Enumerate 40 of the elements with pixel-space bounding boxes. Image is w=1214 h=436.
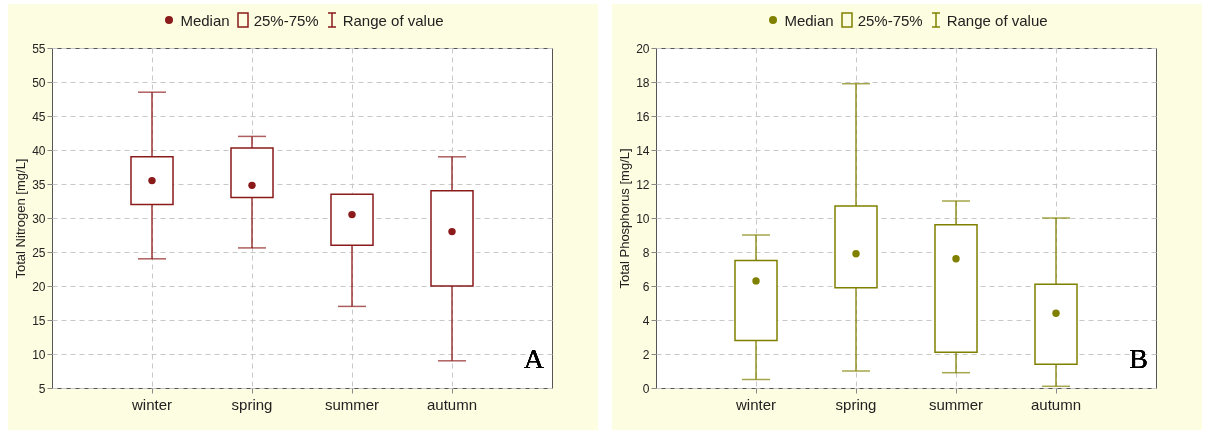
y-tick-label: 5 (38, 381, 46, 396)
text: 25%-75% (253, 11, 319, 29)
text: 25%-75% (857, 11, 923, 29)
y-tick-label: 10 (636, 211, 650, 226)
annotation: B (1129, 343, 1148, 374)
text: Range of value (946, 11, 1048, 29)
y-tick-label: 20 (32, 279, 46, 294)
y-tick-label: 15 (32, 313, 46, 328)
y-tick-label: 30 (32, 211, 46, 226)
annotation: A (523, 343, 545, 374)
y-tick-label: 35 (32, 177, 46, 192)
y-tick-label: 14 (636, 143, 650, 158)
y-tick-label: 12 (636, 177, 650, 192)
x-tick-label: summer (324, 395, 380, 413)
y-tick-label: 2 (642, 347, 650, 362)
y-axis-title: Total Nitrogen [mg/L] (13, 158, 29, 279)
x-tick-label: autumn (1030, 395, 1082, 413)
x-tick-label: winter (130, 395, 173, 413)
y-tick-label: 25 (32, 245, 46, 260)
text: Median (180, 11, 230, 29)
y-tick-label: 55 (32, 41, 46, 56)
y-tick-label: 18 (636, 75, 650, 90)
y-tick-label: 20 (636, 41, 650, 56)
y-tick-label: 4 (642, 313, 650, 328)
y-tick-label: 40 (32, 143, 46, 158)
y-tick-label: 8 (642, 245, 650, 260)
x-tick-label: spring (231, 395, 273, 413)
x-tick-label: spring (835, 395, 877, 413)
y-tick-label: 6 (642, 279, 650, 294)
text: Range of value (342, 11, 444, 29)
y-axis-title: Total Phosphorus [mg/L] (617, 148, 633, 289)
x-tick-label: autumn (426, 395, 478, 413)
x-tick-label: winter (734, 395, 777, 413)
y-tick-label: 16 (636, 109, 650, 124)
y-tick-label: 0 (642, 381, 650, 396)
text: Median (784, 11, 834, 29)
y-tick-label: 45 (32, 109, 46, 124)
y-tick-label: 10 (32, 347, 46, 362)
x-tick-label: summer (928, 395, 984, 413)
y-tick-label: 50 (32, 75, 46, 90)
